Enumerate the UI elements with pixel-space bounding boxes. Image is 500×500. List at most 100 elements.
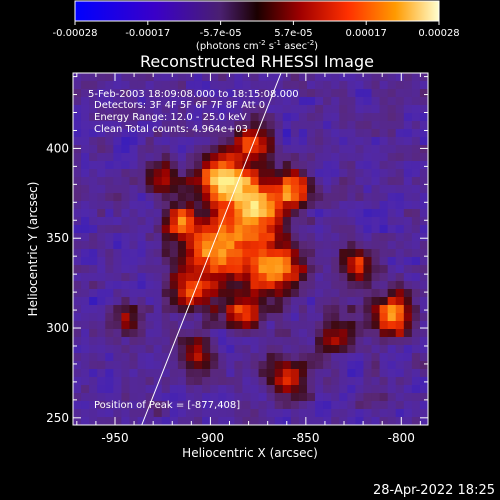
heatmap-cell [202, 337, 211, 346]
heatmap-cell [97, 321, 106, 330]
heatmap-cell [323, 345, 332, 354]
heatmap-cell [379, 361, 389, 370]
heatmap-cell [355, 361, 365, 370]
heatmap-cell [185, 369, 195, 378]
heatmap-cell [210, 385, 219, 394]
heatmap-cell [339, 265, 348, 274]
heatmap-cell [419, 361, 428, 370]
heatmap-cell [202, 129, 211, 138]
heatmap-cell [242, 225, 252, 234]
heatmap-cell [89, 233, 98, 242]
heatmap-cell [218, 193, 227, 202]
heatmap-cell [250, 361, 260, 370]
heatmap-cell [379, 233, 389, 242]
heatmap-cell [403, 81, 413, 90]
heatmap-cell [177, 217, 187, 226]
heatmap-cell [145, 297, 155, 306]
heatmap-cell [210, 217, 219, 226]
heatmap-cell [169, 105, 179, 114]
heatmap-cell [331, 113, 340, 122]
heatmap-cell [185, 169, 195, 178]
heatmap-cell [242, 201, 252, 210]
heatmap-cell [363, 281, 373, 290]
heatmap-cell [331, 273, 340, 282]
heatmap-cell [169, 369, 179, 378]
heatmap-cell [371, 137, 381, 146]
heatmap-cell [419, 177, 428, 186]
heatmap-cell [177, 177, 187, 186]
heatmap-cell [250, 145, 260, 154]
heatmap-cell [105, 129, 114, 138]
heatmap-cell [379, 241, 389, 250]
heatmap-cell [347, 81, 356, 90]
heatmap-cell [194, 105, 203, 114]
heatmap-cell [290, 153, 300, 162]
heatmap-cell [121, 193, 131, 202]
heatmap-cell [194, 113, 203, 122]
heatmap-cell [403, 345, 413, 354]
heatmap-cell [185, 329, 195, 338]
heatmap-cell [137, 145, 147, 154]
heatmap-cell [306, 89, 316, 98]
heatmap-cell [306, 265, 316, 274]
heatmap-cell [331, 121, 340, 130]
heatmap-cell [218, 289, 227, 298]
heatmap-cell [282, 177, 292, 186]
heatmap-cell [290, 281, 300, 290]
heatmap-cell [137, 313, 147, 322]
heatmap-cell [89, 313, 98, 322]
heatmap-cell [121, 97, 131, 106]
heatmap-cell [387, 129, 397, 138]
heatmap-cell [419, 169, 428, 178]
heatmap-cell [371, 113, 381, 122]
heatmap-cell [226, 393, 235, 402]
heatmap-cell [161, 361, 171, 370]
heatmap-cell [306, 201, 316, 210]
heatmap-cell [234, 345, 244, 354]
heatmap-cell [185, 393, 195, 402]
heatmap-cell [315, 417, 324, 425]
heatmap-cell [202, 201, 211, 210]
heatmap-cell [258, 297, 268, 306]
heatmap-cell [250, 241, 260, 250]
heatmap-cell [145, 257, 155, 266]
heatmap-cell [306, 209, 316, 218]
heatmap-cell [242, 121, 252, 130]
heatmap-cell [323, 313, 332, 322]
heatmap-cell [113, 297, 123, 306]
heatmap-cell [210, 377, 219, 386]
heatmap-cell [81, 185, 90, 194]
heatmap-cell [363, 121, 373, 130]
heatmap-cell [266, 153, 276, 162]
heatmap-cell [202, 289, 211, 298]
heatmap-cell [169, 161, 179, 170]
heatmap-cell [339, 353, 348, 362]
heatmap-cell [161, 217, 171, 226]
heatmap-cell [145, 321, 155, 330]
heatmap-cell [266, 121, 276, 130]
heatmap-cell [105, 297, 114, 306]
heatmap-cell [266, 97, 276, 106]
heatmap-cell [97, 81, 106, 90]
heatmap-cell [315, 401, 324, 410]
heatmap-cell [89, 353, 98, 362]
heatmap-cell [411, 417, 421, 425]
heatmap-cell [282, 129, 292, 138]
heatmap-cell [323, 353, 332, 362]
heatmap-cell [185, 73, 195, 82]
heatmap-cell [105, 145, 114, 154]
heatmap-cell [371, 257, 381, 266]
heatmap-cell [258, 201, 268, 210]
heatmap-cell [379, 113, 389, 122]
heatmap-cell [274, 233, 284, 242]
heatmap-cell [194, 201, 203, 210]
heatmap-cell [161, 353, 171, 362]
heatmap-cell [129, 409, 139, 418]
heatmap-cell [379, 401, 389, 410]
heatmap-cell [194, 185, 203, 194]
heatmap-cell [97, 393, 106, 402]
heatmap-cell [387, 153, 397, 162]
heatmap-cell [177, 305, 187, 314]
heatmap-cell [73, 233, 82, 242]
heatmap-cell [242, 217, 252, 226]
